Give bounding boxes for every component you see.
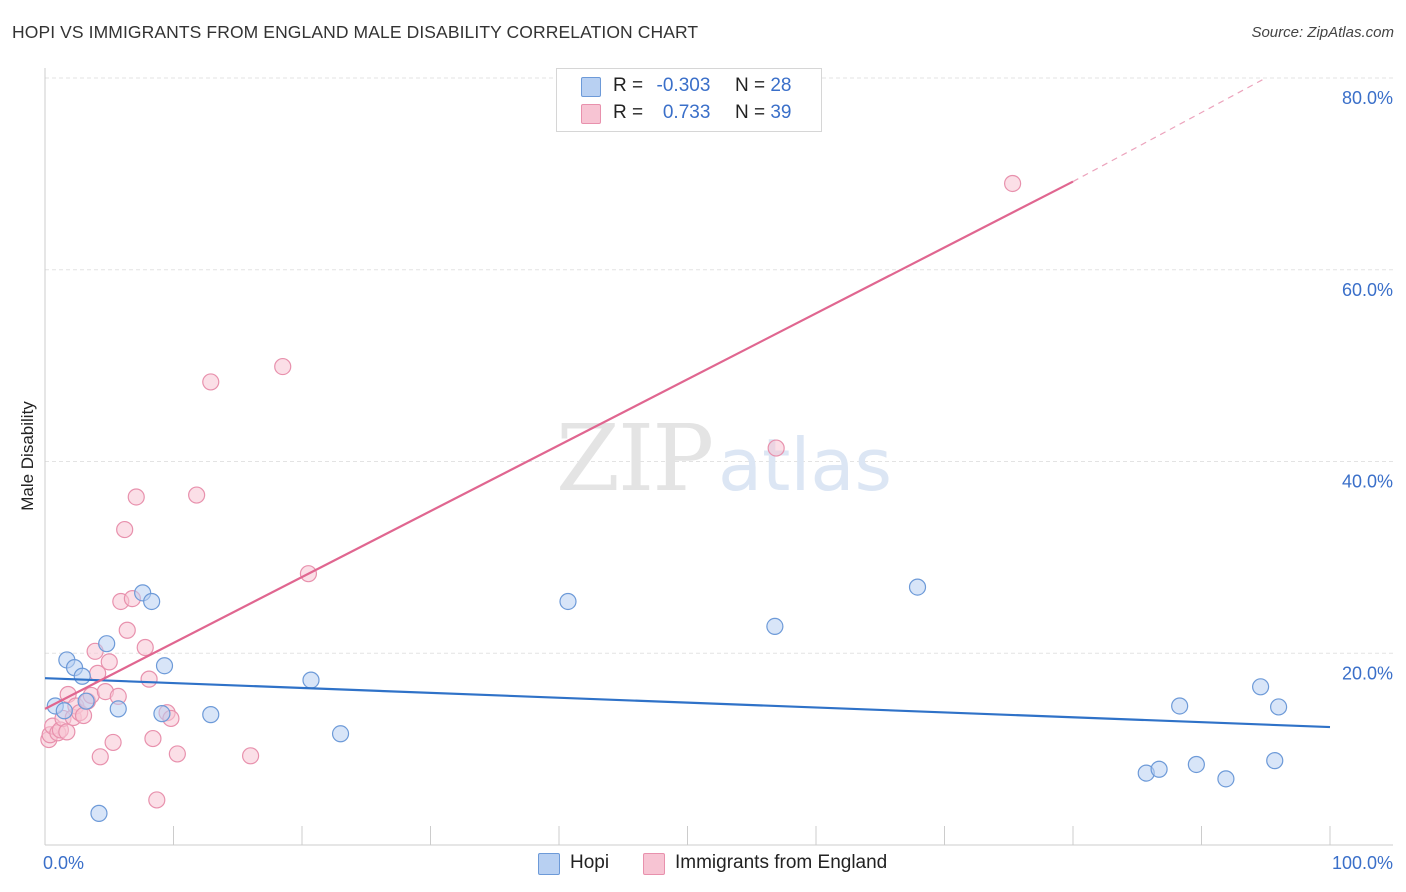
england-swatch bbox=[581, 104, 601, 124]
hopi-swatch bbox=[581, 77, 601, 97]
legend-england-label: Immigrants from England bbox=[675, 852, 888, 873]
data-point bbox=[58, 723, 76, 741]
y-axis-label: Male Disability bbox=[18, 401, 37, 511]
hopi-points bbox=[46, 578, 1288, 822]
grid-lines bbox=[45, 77, 1393, 654]
hopi-n-label: N = bbox=[734, 75, 766, 96]
y-tick-label: 80.0% bbox=[1342, 88, 1393, 108]
y-tick-label: 60.0% bbox=[1342, 280, 1393, 300]
data-point bbox=[908, 578, 927, 596]
data-point bbox=[143, 592, 161, 611]
data-point bbox=[90, 804, 108, 822]
data-point bbox=[331, 725, 350, 743]
england-stats-text: R = 0.733 N = 39 bbox=[613, 102, 791, 124]
data-point bbox=[1252, 678, 1270, 696]
watermark-atlas: atlas bbox=[718, 423, 892, 507]
watermark-zip: ZIP bbox=[556, 405, 712, 512]
data-point bbox=[202, 706, 220, 724]
hopi-trend-line bbox=[44, 677, 1331, 729]
hopi-r-value: -0.303 bbox=[656, 75, 711, 96]
england-r-label: R = bbox=[613, 102, 644, 123]
data-point bbox=[109, 700, 127, 718]
data-point bbox=[242, 747, 260, 765]
england-r-value: 0.733 bbox=[662, 102, 711, 123]
data-point bbox=[302, 671, 320, 689]
data-point bbox=[140, 670, 158, 688]
chart-title: HOPI VS IMMIGRANTS FROM ENGLAND MALE DIS… bbox=[12, 22, 699, 42]
data-point bbox=[153, 705, 171, 723]
tick-labels: 20.0% 40.0% 60.0% 80.0% 0.0% 100.0% bbox=[43, 88, 1393, 873]
source-label: Source: ZipAtlas.com bbox=[1251, 24, 1394, 41]
data-point bbox=[91, 748, 109, 766]
legend-hopi-swatch bbox=[538, 853, 560, 875]
x-tick-label-max: 100.0% bbox=[1332, 853, 1393, 873]
england-trend-line bbox=[44, 180, 1074, 710]
data-point bbox=[1150, 760, 1168, 778]
data-point bbox=[168, 745, 186, 763]
data-point bbox=[1266, 752, 1284, 770]
data-point bbox=[767, 439, 785, 457]
data-point bbox=[1171, 697, 1189, 715]
data-point bbox=[202, 373, 220, 391]
england-trend-extension bbox=[1072, 77, 1267, 183]
data-point bbox=[559, 592, 577, 611]
axes bbox=[44, 68, 1393, 846]
england-n-value: 39 bbox=[770, 102, 792, 123]
y-tick-label: 20.0% bbox=[1342, 663, 1393, 683]
england-points bbox=[40, 174, 1022, 809]
hopi-stats-text: R = -0.303 N = 28 bbox=[613, 75, 791, 97]
data-point bbox=[144, 729, 162, 748]
x-tick-label-min: 0.0% bbox=[43, 853, 84, 873]
data-point bbox=[74, 706, 93, 725]
data-point bbox=[155, 657, 174, 675]
hopi-r-label: R = bbox=[613, 75, 644, 96]
data-point bbox=[1217, 770, 1235, 788]
data-point bbox=[100, 653, 118, 671]
data-point bbox=[118, 621, 136, 639]
england-n-label: N = bbox=[734, 102, 766, 123]
data-point bbox=[98, 635, 116, 653]
hopi-n-value: 28 bbox=[770, 75, 792, 96]
y-tick-label: 40.0% bbox=[1342, 472, 1393, 492]
data-point bbox=[1004, 174, 1022, 193]
data-point bbox=[766, 617, 784, 636]
legend-england-swatch bbox=[643, 853, 665, 875]
legend-hopi-label: Hopi bbox=[570, 852, 610, 873]
data-point bbox=[77, 692, 95, 710]
data-point bbox=[1269, 698, 1288, 716]
data-point bbox=[274, 357, 292, 376]
stats-legend: R = -0.303 N = 28 R = 0.733 N = 39 bbox=[556, 68, 822, 132]
data-point bbox=[148, 791, 166, 809]
data-point bbox=[188, 486, 206, 504]
watermark: ZIP atlas bbox=[556, 405, 892, 512]
data-point bbox=[55, 702, 73, 720]
data-point bbox=[136, 638, 154, 657]
trend-lines bbox=[44, 77, 1331, 729]
data-point bbox=[116, 520, 134, 539]
data-point bbox=[73, 667, 91, 685]
data-point bbox=[127, 488, 145, 506]
data-point bbox=[104, 733, 122, 752]
data-point bbox=[1187, 755, 1205, 774]
